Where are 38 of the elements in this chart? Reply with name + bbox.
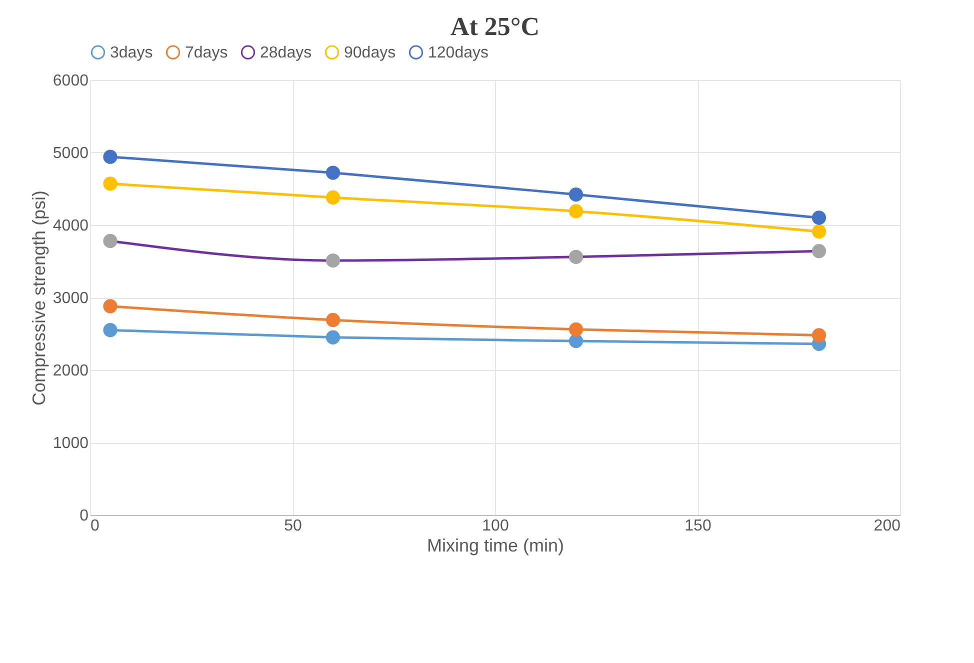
point xyxy=(568,204,584,218)
y-tick-label: 3000 xyxy=(52,290,89,307)
point xyxy=(568,250,584,264)
point xyxy=(812,210,826,225)
point xyxy=(568,334,584,348)
point xyxy=(103,150,118,164)
point xyxy=(326,190,340,205)
point xyxy=(326,166,340,180)
x-tick-label: 150 xyxy=(684,518,712,534)
point xyxy=(812,224,826,239)
legend-label: 120days xyxy=(428,44,488,62)
point xyxy=(326,253,340,268)
point xyxy=(103,299,118,314)
legend-label: 90days xyxy=(344,44,396,62)
y-tick-label: 4000 xyxy=(52,218,89,234)
y-axis-title: Compressive strength (psi) xyxy=(28,190,49,406)
legend-label: 28days xyxy=(260,44,312,62)
x-tick-label: 200 xyxy=(874,518,901,534)
y-tick-label: 2000 xyxy=(52,362,89,380)
point xyxy=(568,322,584,336)
point xyxy=(812,244,826,258)
y-tick-label: 5000 xyxy=(52,145,89,162)
x-tick-label: 100 xyxy=(482,518,509,534)
y-tick-label: 1000 xyxy=(52,435,89,452)
x-tick-label: 0 xyxy=(90,518,100,534)
legend-label: 3days xyxy=(110,44,153,62)
x-tick-label: 50 xyxy=(284,518,302,534)
point xyxy=(103,176,118,191)
point xyxy=(326,312,340,328)
point xyxy=(326,330,340,344)
x-axis-title: Mixing time (min) xyxy=(426,536,564,556)
point xyxy=(568,187,584,202)
legend-label: 7days xyxy=(185,44,228,62)
chart-title: At 25°C xyxy=(450,12,540,41)
point xyxy=(103,323,118,338)
y-tick-label: 6000 xyxy=(52,72,89,90)
point xyxy=(812,328,826,342)
point xyxy=(103,234,118,248)
